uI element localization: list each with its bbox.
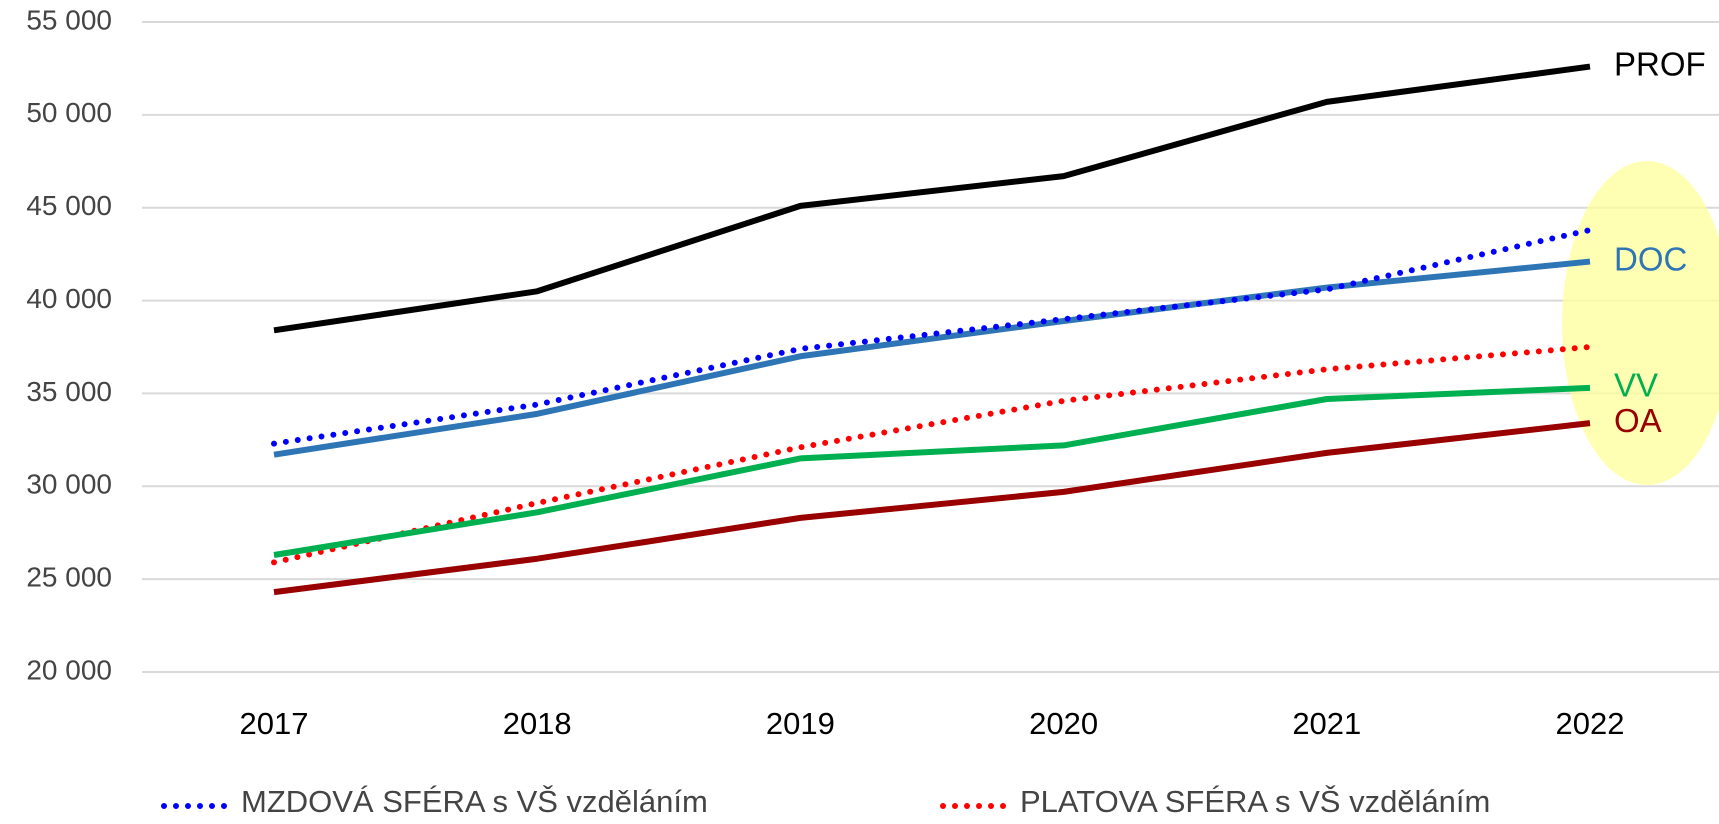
x-tick-label: 2021 [1292,706,1361,741]
highlight-ellipse [1562,161,1719,485]
y-tick-label: 35 000 [26,376,112,407]
y-tick-label: 45 000 [26,190,112,221]
series-end-label: VV [1614,367,1658,404]
x-tick-label: 2017 [240,706,309,741]
legend-label: PLATOVA SFÉRA s VŠ vzděláním [1020,784,1490,819]
y-tick-label: 55 000 [26,4,112,35]
legend-label: MZDOVÁ SFÉRA s VŠ vzděláním [241,784,708,819]
y-tick-label: 25 000 [26,562,112,593]
series-end-label: PROF [1614,45,1706,82]
series-line [273,384,1591,558]
series-line [273,258,1591,458]
series-end-label: OA [1614,402,1662,439]
y-tick-label: 30 000 [26,469,112,500]
y-tick-label: 20 000 [26,654,112,685]
y-tick-label: 40 000 [26,283,112,314]
x-tick-label: 2020 [1029,706,1098,741]
series-end-label: DOC [1614,240,1687,277]
x-tick-label: 2022 [1556,706,1625,741]
x-tick-label: 2019 [766,706,835,741]
series-line [271,344,1593,566]
series-line [273,63,1591,334]
x-tick-label: 2018 [503,706,572,741]
y-tick-label: 50 000 [26,97,112,128]
series-line [273,420,1591,596]
